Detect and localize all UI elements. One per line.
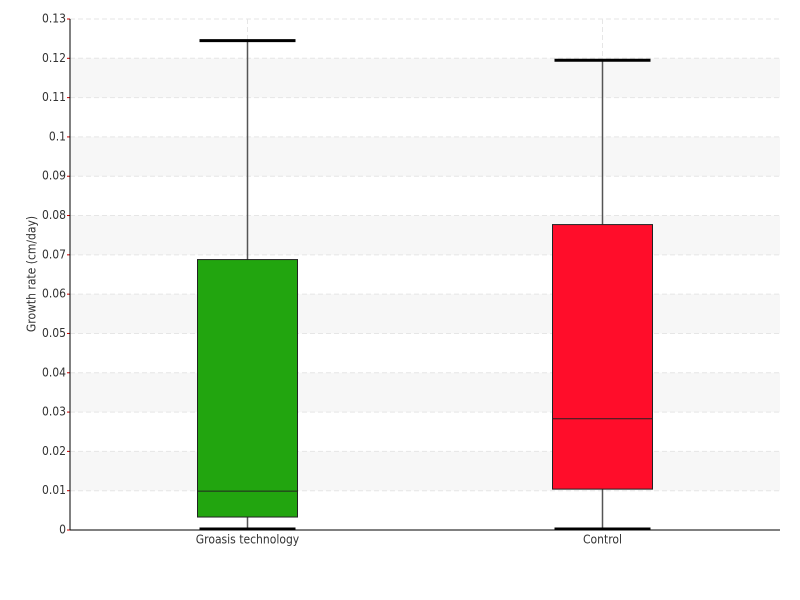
grid-band [70,136,780,177]
y-tick-label: 0.08 [42,208,66,222]
grid-band [70,294,780,334]
y-tick-label: 0.1 [49,129,66,143]
box [552,224,653,490]
y-axis-label: Growth rate (cm/day) [25,216,39,332]
y-tick-label: 0.11 [42,90,66,104]
y-tick-label: 0.01 [42,483,66,497]
grid-band [70,451,780,491]
y-tick-label: 0 [59,523,66,537]
y-tick-label: 0.05 [42,326,66,340]
y-tick-label: 0.07 [42,247,66,261]
box [197,259,298,518]
y-tick-label: 0.13 [42,12,66,26]
y-tick-label: 0.12 [42,51,66,65]
grid-band [70,58,780,98]
y-tick-label: 0.06 [42,287,66,301]
grid-band [70,372,780,413]
x-tick-label: Control [583,533,622,547]
y-tick-label: 0.04 [42,365,66,379]
y-tick-label: 0.03 [42,405,66,419]
y-tick-label: 0.09 [42,169,66,183]
grid-band [70,215,780,255]
y-tick-label: 0.02 [42,444,66,458]
x-tick-label: Groasis technology [196,533,300,547]
